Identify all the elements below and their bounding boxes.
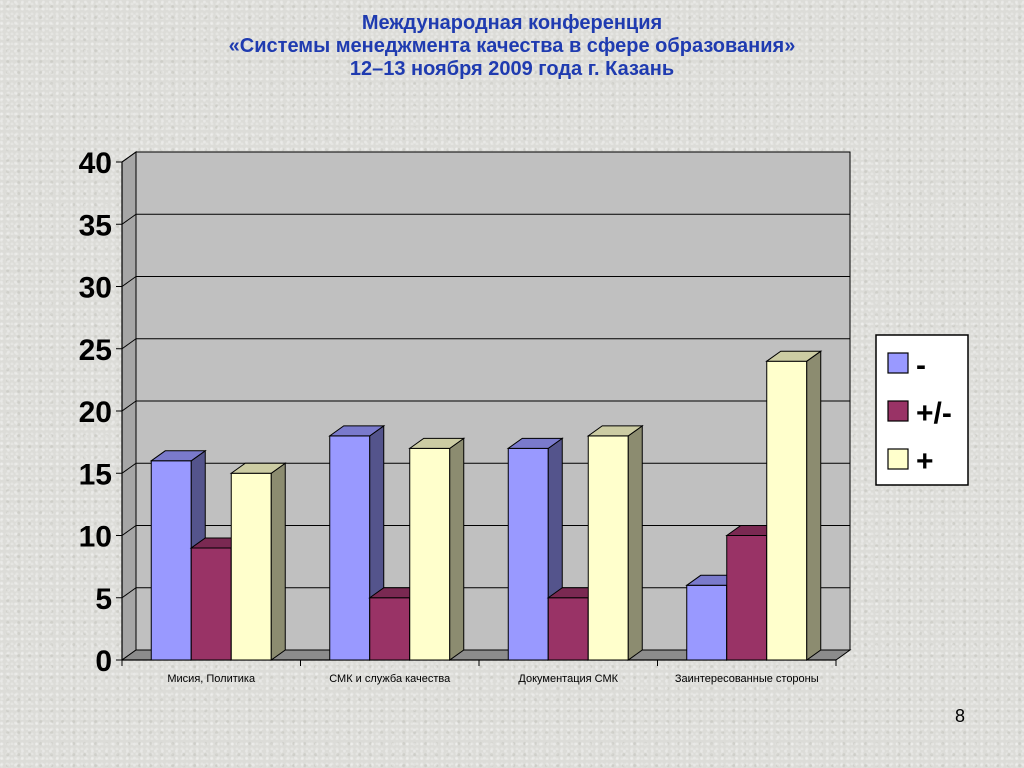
category-label: Мисия, Политика xyxy=(167,673,256,685)
gridline-side xyxy=(121,276,137,287)
legend-label: + xyxy=(916,445,934,478)
y-tick-label: 35 xyxy=(79,209,112,242)
bar-side xyxy=(270,462,286,661)
category-label: Заинтересованные стороны xyxy=(675,673,819,685)
y-tick-label: 15 xyxy=(79,458,112,491)
legend-swatch xyxy=(887,448,909,470)
bar-top xyxy=(586,425,644,437)
bar-top xyxy=(328,425,386,437)
bar-front xyxy=(369,597,411,661)
bar-front xyxy=(726,535,768,661)
bar-front xyxy=(547,597,589,661)
y-tick-label: 10 xyxy=(79,521,112,554)
slide-header: Международная конференция «Системы менед… xyxy=(0,12,1024,81)
gridline-side xyxy=(121,213,137,225)
bar-front xyxy=(329,435,371,661)
y-tick-label: 0 xyxy=(95,645,112,678)
gridline-side xyxy=(121,400,137,412)
bar-3-2 xyxy=(408,437,466,661)
bar-front xyxy=(230,472,272,661)
conference-title: Международная конференция xyxy=(361,12,663,34)
bar-front xyxy=(409,447,451,661)
page-number: 8 xyxy=(954,706,965,726)
bars xyxy=(149,350,823,661)
legend-swatch xyxy=(887,400,909,422)
gridline-side xyxy=(121,338,137,350)
bar-front xyxy=(766,360,808,661)
conference-subtitle: «Системы менеджмента качества в сфере об… xyxy=(228,35,796,57)
category-label: СМК и служба качества xyxy=(329,673,451,685)
legend: - +/- + xyxy=(875,334,969,486)
bar-front xyxy=(587,435,629,661)
bar-top xyxy=(506,437,564,449)
bar-top xyxy=(229,462,287,474)
bar-3-1 xyxy=(229,462,287,661)
bar-front xyxy=(190,547,232,661)
axis-labels: 0 5 10 15 20 25 30 35 40 Мисия, Политика СМК и слу… xyxy=(79,147,819,685)
gridline-side xyxy=(121,151,137,163)
bar-front xyxy=(150,460,192,661)
bar-top xyxy=(149,450,207,462)
bar-3-3 xyxy=(586,424,644,661)
bar-top xyxy=(408,437,466,449)
y-tick-label: 40 xyxy=(79,147,112,180)
gridline-side xyxy=(121,525,137,536)
legend-swatch xyxy=(887,352,909,374)
gridline-side xyxy=(121,587,137,599)
bar-side xyxy=(449,437,465,661)
category-label: Документация СМК xyxy=(518,673,618,685)
conference-date-place: 12–13 ноября 2009 года г. Казань xyxy=(349,58,675,80)
bar-front xyxy=(686,584,728,661)
bar-top xyxy=(765,350,823,362)
y-tick-label: 25 xyxy=(79,334,112,367)
y-tick-label: 30 xyxy=(79,272,112,305)
bar-3-4 xyxy=(765,350,823,661)
legend-label: - xyxy=(916,349,926,382)
bar-side xyxy=(627,424,643,661)
bar-front xyxy=(507,447,549,661)
legend-label: +/- xyxy=(916,397,952,430)
y-tick-label: 20 xyxy=(79,396,112,429)
y-tick-label: 5 xyxy=(95,583,112,616)
bar-side xyxy=(806,350,822,661)
gridline-side xyxy=(121,462,137,474)
